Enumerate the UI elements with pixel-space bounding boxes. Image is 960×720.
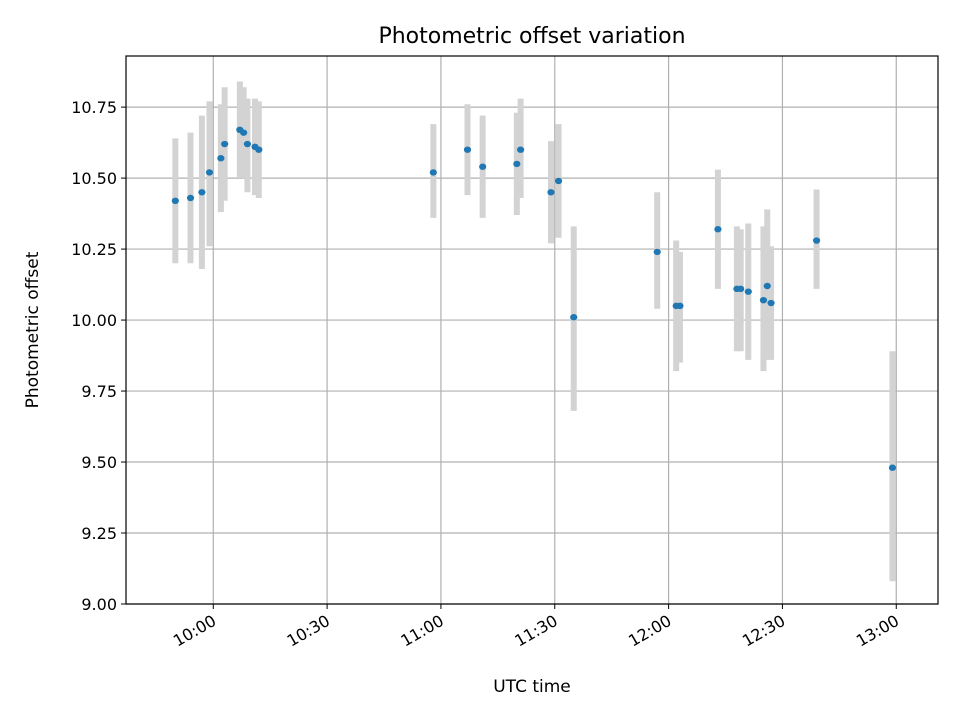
x-axis-ticks: 10:00 10:30 11:00 11:30 12:00 12:30 13:00 <box>170 604 902 651</box>
x-tick-label: 11:30 <box>511 611 560 651</box>
data-point <box>243 140 252 148</box>
y-axis-label: Photometric offset <box>23 251 43 408</box>
plot-frame <box>125 55 939 605</box>
y-tick-label: 9.00 <box>81 595 117 614</box>
x-tick-label: 12:30 <box>739 611 788 651</box>
x-tick-label: 10:00 <box>170 611 219 651</box>
data-point <box>767 299 775 307</box>
data-point <box>198 189 206 196</box>
y-axis-ticks: 9.00 9.25 9.50 9.75 10.00 10.25 10.50 10.75 <box>71 98 126 614</box>
data-point <box>429 169 437 176</box>
x-tick-label: 12:00 <box>625 611 674 651</box>
data-point <box>240 129 248 136</box>
data-point <box>513 160 521 168</box>
data-point <box>759 296 768 304</box>
x-tick-label: 11:00 <box>398 611 447 651</box>
y-tick-label: 10.00 <box>71 311 117 330</box>
data-point <box>479 163 487 170</box>
data-point <box>714 226 722 233</box>
y-tick-label: 9.25 <box>81 524 117 543</box>
y-tick-label: 9.50 <box>81 453 117 472</box>
data-point <box>517 146 525 153</box>
grid-lines <box>126 56 938 605</box>
data-point <box>186 194 195 202</box>
data-point <box>737 285 745 293</box>
y-tick-label: 10.75 <box>71 98 117 117</box>
data-point <box>547 189 555 196</box>
data-point <box>763 282 771 290</box>
data-point <box>463 146 472 153</box>
chart-title: Photometric offset variation <box>378 24 685 49</box>
data-point <box>812 237 821 244</box>
data-point <box>744 288 752 295</box>
x-tick-label: 13:00 <box>853 611 902 651</box>
x-axis-label: UTC time <box>493 677 571 697</box>
data-point <box>217 155 225 162</box>
y-tick-label: 10.25 <box>71 240 117 259</box>
data-point <box>255 146 263 153</box>
data-point <box>888 464 897 471</box>
data-point <box>570 314 578 321</box>
data-point <box>205 169 214 176</box>
x-tick-label: 10:30 <box>284 611 333 651</box>
data-point <box>221 140 229 148</box>
data-points <box>171 126 897 471</box>
error-bars <box>172 81 896 582</box>
y-tick-label: 9.75 <box>81 382 117 401</box>
data-point <box>171 197 179 205</box>
data-point <box>653 248 661 256</box>
y-tick-label: 10.50 <box>71 169 117 188</box>
data-point <box>676 302 684 310</box>
data-point <box>554 177 563 185</box>
